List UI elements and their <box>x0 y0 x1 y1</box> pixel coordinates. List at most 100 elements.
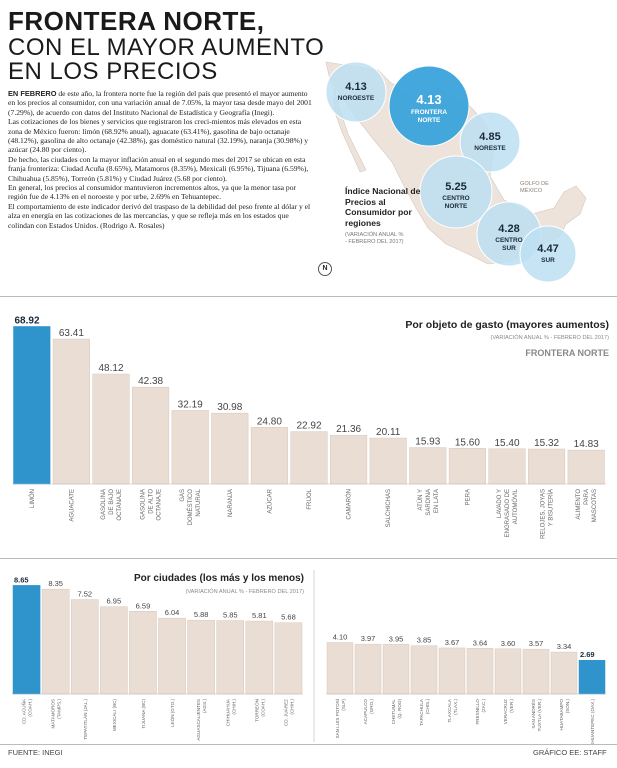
chart3-value-label-6: 3.60 <box>501 639 516 648</box>
chart1-category-line-4-1: DOMÉSTICO <box>187 489 194 526</box>
chart2-bar-9 <box>274 622 303 695</box>
chart3-category-line-8-0: HUATABAMPO <box>559 699 564 731</box>
chart3-bar-4 <box>438 647 466 695</box>
chart2-category-line-9-0: CD. JUÁREZ <box>282 699 288 726</box>
region-value-4: 4.28 <box>498 223 519 235</box>
gulf-label: GOLFO DE MÉXICO <box>520 181 549 194</box>
chart3-category-label-7: SAN ANDRÉS TUXTLA (VER.) <box>530 699 542 732</box>
chart1-category-line-14-1: PARA <box>584 489 590 505</box>
chart2-bar-5 <box>158 617 186 695</box>
chart1-value-label-12: 15.40 <box>494 438 519 449</box>
chart1-category-line-4-2: NATURAL <box>196 488 202 516</box>
chart1-category-label-7: FRIJOL <box>307 488 313 509</box>
chart1-bar-14 <box>567 449 605 485</box>
region-name-3-1: NORTE <box>445 203 468 210</box>
chart2-bar-7 <box>216 620 245 695</box>
chart1-category-line-12-2: AUTOMÓVIL <box>512 488 519 524</box>
region-circle-5 <box>519 225 577 283</box>
chart3-category-line-6-1: (VER.) <box>509 699 514 713</box>
credit-note: GRÁFICO EE: STAFF <box>533 748 607 757</box>
chart2-bar-0 <box>12 585 41 695</box>
chart1-category-label-5: NARANJA <box>228 489 234 517</box>
headline-line-3: EN LOS PRECIOS <box>8 58 218 85</box>
chart3-category-label-9: TEHUANTEPEC (OAX.) <box>590 699 595 744</box>
region-circle-3 <box>419 155 493 229</box>
chart1-value-label-13: 15.32 <box>534 438 559 449</box>
region-name-3-0: CENTRO <box>442 195 469 202</box>
chart1-category-line-12-0: LAVADO Y <box>497 489 503 518</box>
chart1-bar-0 <box>13 326 51 485</box>
chart3-category-label-4: TLAXCALA (TLAX.) <box>447 698 458 722</box>
chart1-category-label-3: GASOLINA DE ALTO OCTANAJE <box>141 489 163 521</box>
chart2-category-line-9-1: (CHIH.) <box>289 699 294 715</box>
chart3-category-label-0: SAN LUIS POTOSÍ (SLP) <box>334 698 346 738</box>
chart2-category-line-2-0: TEPATITLÁN (JAL.) <box>82 699 88 740</box>
chart3-bar-0 <box>326 642 354 695</box>
chart1-category-label-13: RELOJES, JOYAS Y BISUTERÍA <box>541 489 555 539</box>
chart3-value-label-3: 3.85 <box>417 636 432 645</box>
chart1-bar-9 <box>369 437 407 485</box>
chart1-value-label-7: 22.92 <box>296 421 321 432</box>
chart1-category-line-2-2: OCTANAJE <box>117 489 123 521</box>
chart1-bar-10 <box>409 447 447 485</box>
region-bubble-2: 4.85 NORESTE <box>459 111 521 173</box>
chart1-category-line-3-0: GASOLINA <box>141 489 147 520</box>
chart1-category-line-8-0: CAMARÓN <box>346 489 353 520</box>
chart2-title: Por ciudades (los más y los menos) <box>134 573 304 584</box>
article-paragraph-3: De hecho, las ciudades con la mayor infl… <box>8 154 309 183</box>
chart3-value-label-5: 3.64 <box>473 638 488 647</box>
chart1-category-line-9-0: SALCHICHAS <box>386 489 392 527</box>
chart1-category-line-3-1: DE ALTO <box>149 489 155 514</box>
chart3-value-label-7: 3.57 <box>529 639 544 648</box>
chart1-title: Por objeto de gasto (mayores aumentos) <box>405 319 609 331</box>
chart1-series-label: FRONTERA NORTE <box>525 348 609 358</box>
headline-line-2: CON EL MAYOR AUMENTO <box>8 34 325 61</box>
chart3-category-line-1-0: ACAPULCO <box>363 699 368 725</box>
chart1-category-line-0-0: LIMÓN <box>29 489 36 508</box>
chart3-category-line-3-1: (CHIS.) <box>425 699 430 715</box>
region-name-4-1: SUR <box>502 245 516 252</box>
chart3-bar-5 <box>466 648 494 695</box>
chart1-category-line-14-0: ALIMENTO <box>576 489 582 520</box>
chart1-category-line-14-2: MASCOTAS <box>592 489 598 522</box>
chart2-value-label-5: 6.04 <box>165 608 180 617</box>
chart2-category-label-9: CD. JUÁREZ (CHIH.) <box>282 699 294 727</box>
chart1-bar-4 <box>171 410 209 485</box>
section-divider-top <box>0 296 617 297</box>
region-value-5: 4.47 <box>537 243 558 255</box>
chart1-value-label-9: 20.11 <box>376 427 401 438</box>
chart1-category-label-6: AZÚCAR <box>266 488 273 513</box>
chart1-category-line-1-0: AGUACATE <box>69 489 75 522</box>
chart1-value-label-0: 68.92 <box>15 315 40 326</box>
chart3-category-line-8-1: (SON.) <box>565 699 570 714</box>
chart3-category-line-9-0: TEHUANTEPEC (OAX.) <box>590 699 595 744</box>
chart1-category-line-10-0: ATÚN Y <box>417 489 424 510</box>
chart2-subtitle: (VARIACIÓN ANUAL % - FEBRERO DEL 2017) <box>185 588 304 595</box>
chart2-category-line-6-1: (AGS.) <box>202 699 207 714</box>
section-divider-bottom <box>0 744 617 745</box>
article-paragraph-1-text: de este año, la frontera norte fue la re… <box>8 89 312 117</box>
chart1-bar-8 <box>330 434 368 485</box>
chart3-bar-7 <box>522 648 550 695</box>
region-name-5-0: SUR <box>541 257 555 264</box>
chart-by-expense: Por objeto de gasto (mayores aumentos) (V… <box>12 315 609 539</box>
chart3-value-label-9: 2.69 <box>580 650 595 659</box>
chart3-category-line-6-0: VERACRUZ <box>503 699 508 724</box>
chart3-value-label-8: 3.34 <box>557 642 572 651</box>
chart3-category-line-2-1: (Q. ROO) <box>397 699 402 719</box>
chart2-category-line-0-0: CD. ACUÑA <box>21 698 27 724</box>
chart2-category-label-3: MEXICALI (BC) <box>112 699 117 732</box>
map-subtitle-line-2: - FEBRERO DEL 2017) <box>345 239 404 245</box>
chart1-category-line-4-0: GAS <box>180 489 186 502</box>
region-name-0-0: NOROESTE <box>338 95 375 102</box>
chart2-category-line-8-0: TORREÓN <box>253 699 259 722</box>
chart3-category-line-5-0: FRESNILLO <box>475 699 480 725</box>
region-value-0: 4.13 <box>345 81 366 93</box>
chart2-bar-3 <box>100 606 128 695</box>
chart2-value-label-4: 6.59 <box>136 601 151 610</box>
chart3-bar-1 <box>354 643 382 695</box>
chart2-category-line-0-1: (COAH.) <box>28 699 33 717</box>
region-name-4-0: CENTRO <box>495 237 522 244</box>
chart1-category-label-8: CAMARÓN <box>346 489 353 520</box>
